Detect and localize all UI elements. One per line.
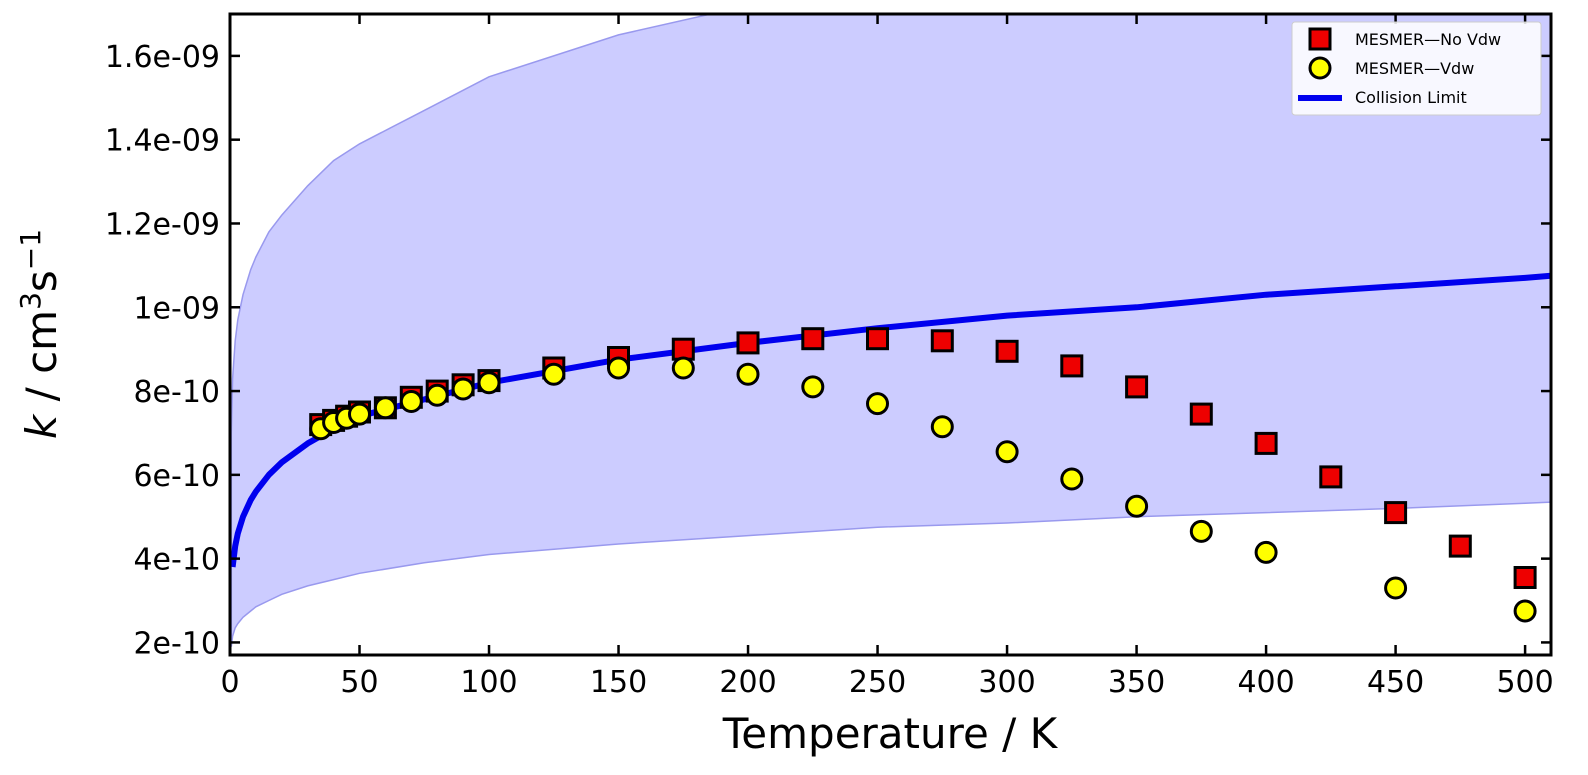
uncertainty-band bbox=[230, 14, 1551, 647]
x-tick-label: 400 bbox=[1237, 665, 1294, 700]
x-tick-label: 200 bbox=[719, 665, 776, 700]
no-vdw-point bbox=[1060, 354, 1084, 378]
no-vdw-point bbox=[1448, 534, 1472, 558]
legend: MESMER—No Vdw MESMER—Vdw Collision Limit bbox=[1291, 21, 1542, 116]
y-tick-label: 1e-09 bbox=[133, 291, 220, 326]
vdw-point bbox=[373, 396, 397, 420]
y-tick-label: 6e-10 bbox=[133, 459, 220, 494]
y-tick-label: 1.4e-09 bbox=[105, 124, 220, 159]
vdw-point bbox=[1060, 467, 1084, 491]
vdw-point bbox=[477, 371, 501, 395]
vdw-point bbox=[1125, 494, 1149, 518]
no-vdw-point bbox=[995, 339, 1019, 363]
x-tick-label: 0 bbox=[220, 665, 239, 700]
y-tick-label: 1.6e-09 bbox=[105, 40, 220, 75]
vdw-point bbox=[1513, 599, 1537, 623]
no-vdw-point bbox=[1513, 566, 1537, 589]
no-vdw-point bbox=[801, 327, 825, 351]
no-vdw-point bbox=[1319, 465, 1343, 489]
no-vdw-point bbox=[1125, 375, 1149, 399]
x-axis-title: Temperature / K bbox=[722, 709, 1059, 758]
vdw-point bbox=[866, 392, 889, 416]
vdw-point bbox=[542, 362, 566, 386]
no-vdw-point bbox=[866, 327, 889, 351]
x-tick-label: 50 bbox=[340, 665, 378, 700]
x-tick-label: 150 bbox=[590, 665, 647, 700]
x-tick-label: 300 bbox=[978, 665, 1035, 700]
vdw-point bbox=[930, 415, 954, 439]
vdw-point bbox=[995, 440, 1019, 464]
legend-marker-no-vdw bbox=[1308, 27, 1332, 51]
x-tick-label: 250 bbox=[849, 665, 906, 700]
x-tick-label: 100 bbox=[460, 665, 517, 700]
axis-ticks bbox=[228, 14, 1551, 655]
y-axis-title: k / cm3s−1 bbox=[14, 229, 66, 439]
no-vdw-point bbox=[930, 329, 954, 353]
vdw-point bbox=[348, 402, 371, 426]
no-vdw-point bbox=[671, 337, 695, 361]
vdw-point bbox=[801, 375, 825, 399]
vdw-point bbox=[425, 383, 449, 407]
y-tick-label: 8e-10 bbox=[133, 375, 220, 410]
y-tick-label: 4e-10 bbox=[133, 543, 220, 578]
y-tick-label: 1.2e-09 bbox=[105, 207, 220, 242]
x-tick-label: 350 bbox=[1108, 665, 1165, 700]
vdw-point bbox=[1254, 540, 1278, 564]
vdw-point bbox=[451, 377, 475, 401]
plot-frame bbox=[228, 12, 1553, 657]
legend-label-collision: Collision Limit bbox=[1355, 88, 1467, 107]
vdw-point bbox=[399, 390, 423, 413]
data-markers bbox=[309, 327, 1537, 623]
no-vdw-point bbox=[736, 331, 760, 355]
vdw-point bbox=[671, 356, 695, 380]
no-vdw-point bbox=[1384, 501, 1408, 525]
x-tick-label: 500 bbox=[1496, 665, 1553, 700]
x-tick-label: 450 bbox=[1367, 665, 1424, 700]
uncertainty-band-area bbox=[230, 14, 1551, 647]
legend-label-no-vdw: MESMER—No Vdw bbox=[1355, 30, 1501, 49]
vdw-point bbox=[1189, 519, 1213, 543]
legend-box bbox=[1291, 21, 1542, 116]
legend-marker-vdw bbox=[1308, 56, 1332, 80]
vdw-point bbox=[1384, 576, 1408, 600]
y-tick-label: 2e-10 bbox=[133, 626, 220, 661]
no-vdw-point bbox=[1254, 431, 1278, 455]
legend-label-vdw: MESMER—Vdw bbox=[1355, 59, 1474, 78]
vdw-point bbox=[607, 356, 630, 380]
tick-labels: 0 50 100 150 200 250 300 350 400 450 500 2e-10 4e-10… bbox=[105, 40, 1554, 700]
no-vdw-point bbox=[1189, 402, 1213, 426]
vdw-point bbox=[736, 362, 760, 386]
